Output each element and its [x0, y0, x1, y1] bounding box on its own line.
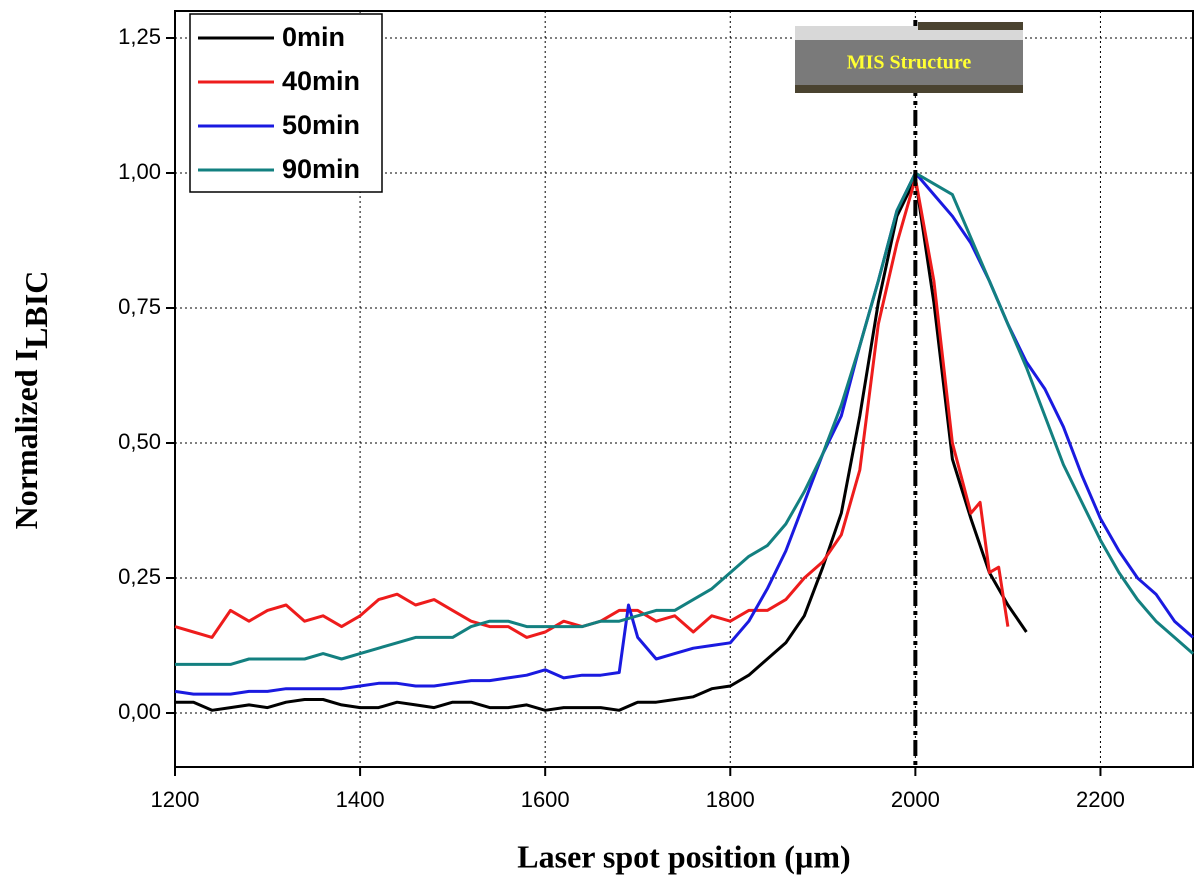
y-tick-label: 0,50	[118, 429, 161, 454]
series-line	[174, 171, 1194, 696]
legend-label: 0min	[282, 22, 345, 52]
legend-label: 90min	[282, 154, 360, 184]
x-tick-label: 2200	[1076, 787, 1125, 812]
series-line	[174, 176, 1010, 639]
x-tick-label: 1200	[151, 787, 200, 812]
y-axis-title-sub: LBIC	[18, 271, 54, 349]
legend-label: 40min	[282, 66, 360, 96]
x-tick-label: 1400	[336, 787, 385, 812]
legend-label: 50min	[282, 110, 360, 140]
plot-frame	[174, 10, 1194, 768]
inset-contact	[918, 22, 1023, 30]
y-tick-label: 0,75	[118, 294, 161, 319]
x-tick-label: 2000	[891, 787, 940, 812]
mis-inset: MIS Structure	[795, 22, 1023, 93]
series-line	[175, 176, 1028, 712]
y-tick-label: 1,00	[118, 159, 161, 184]
inset-bottom	[795, 85, 1023, 93]
series-line	[175, 171, 1194, 666]
x-axis-title: Laser spot position (µm)	[517, 838, 850, 874]
plot-area: 1200 1400 1600 1800 2000 2200 0,00 0,25 0,50 0,75…	[118, 10, 1194, 812]
y-axis-title-main: Normalized I	[8, 349, 44, 529]
y-tick-label: 1,25	[118, 24, 161, 49]
y-tick-label: 0,25	[118, 564, 161, 589]
y-tick-label: 0,00	[118, 699, 161, 724]
legend-box	[189, 13, 383, 193]
inset-label: MIS Structure	[847, 52, 972, 74]
x-tick-label: 1600	[521, 787, 570, 812]
x-tick-label: 1800	[706, 787, 755, 812]
y-axis-title: Normalized ILBIC	[8, 271, 54, 530]
